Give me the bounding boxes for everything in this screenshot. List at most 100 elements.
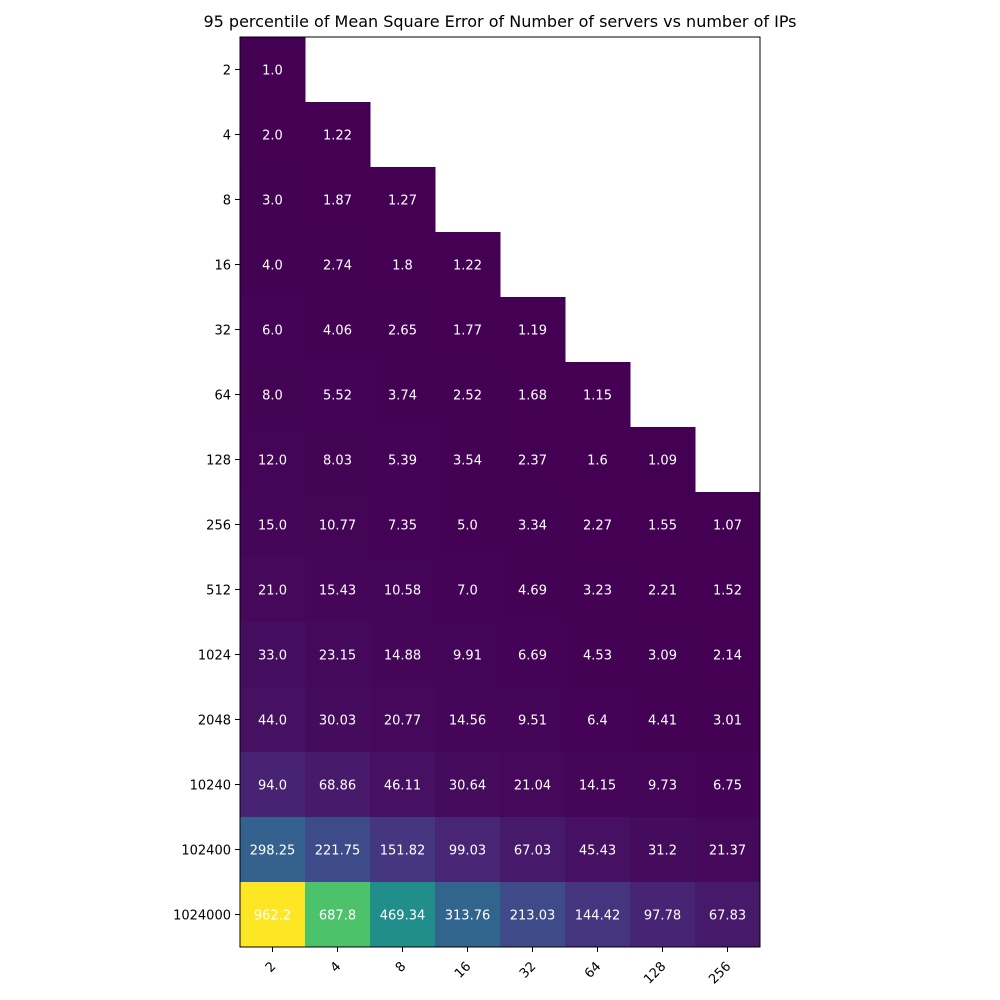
heatmap-cell [305, 882, 371, 948]
heatmap-cell [370, 557, 436, 623]
heatmap-cell [695, 492, 761, 558]
heatmap-cell [435, 232, 501, 298]
heatmap-cell [435, 752, 501, 818]
cell-value-label: 1.15 [583, 389, 612, 404]
chart-title: 95 percentile of Mean Square Error of Nu… [203, 12, 797, 31]
cell-value-label: 2.74 [323, 259, 352, 274]
cell-value-label: 33.0 [258, 649, 287, 664]
cell-value-label: 7.0 [457, 584, 478, 599]
cell-value-label: 5.52 [323, 389, 352, 404]
cell-value-label: 4.69 [518, 584, 547, 599]
heatmap-cell [240, 427, 306, 493]
heatmap-cell [305, 362, 371, 428]
heatmap-cell [435, 492, 501, 558]
cells-layer [240, 37, 761, 948]
y-tick-label: 10240 [190, 779, 231, 794]
cell-value-label: 1.52 [713, 584, 742, 599]
heatmap-cell [305, 232, 371, 298]
heatmap-cell [500, 492, 566, 558]
heatmap-cell [435, 622, 501, 688]
y-tick-label: 2 [223, 64, 231, 79]
cell-value-label: 1.27 [388, 194, 417, 209]
heatmap-cell [565, 882, 631, 948]
heatmap-cell [500, 622, 566, 688]
heatmap-cell [500, 427, 566, 493]
heatmap-cell [370, 362, 436, 428]
cell-value-label: 1.22 [453, 259, 482, 274]
cell-value-label: 8.03 [323, 454, 352, 469]
heatmap-cell [630, 882, 696, 948]
cell-value-label: 4.53 [583, 649, 612, 664]
heatmap-cell [565, 492, 631, 558]
plot-frame [239, 36, 761, 948]
cell-value-label: 2.14 [713, 649, 742, 664]
cell-value-label: 2.21 [648, 584, 677, 599]
cell-value-label: 4.06 [323, 324, 352, 339]
cell-value-label: 67.03 [514, 844, 551, 859]
cell-value-label: 2.0 [262, 129, 283, 144]
cell-value-label: 3.09 [648, 649, 677, 664]
cell-value-label: 6.0 [262, 324, 283, 339]
heatmap-cell [695, 817, 761, 883]
cell-value-label: 9.91 [453, 649, 482, 664]
x-tick-label: 8 [393, 959, 409, 975]
x-tick-label: 16 [452, 959, 474, 981]
heatmap-cell [240, 687, 306, 753]
heatmap-cell [305, 622, 371, 688]
cell-value-label: 30.64 [449, 779, 486, 794]
heatmap-cell [630, 492, 696, 558]
cell-value-label: 94.0 [258, 779, 287, 794]
heatmap-cell [630, 557, 696, 623]
heatmap-cell [630, 622, 696, 688]
cell-value-label: 2.37 [518, 454, 547, 469]
heatmap-cell [370, 297, 436, 363]
cell-value-label: 21.37 [709, 844, 746, 859]
heatmap-cell [370, 622, 436, 688]
cell-value-label: 10.58 [384, 584, 421, 599]
heatmap-cell [500, 817, 566, 883]
cell-value-label: 1.19 [518, 324, 547, 339]
heatmap-cell [695, 557, 761, 623]
cell-value-label: 3.54 [453, 454, 482, 469]
cell-value-label: 469.34 [380, 909, 426, 924]
heatmap-cell [630, 687, 696, 753]
heatmap-cell [500, 752, 566, 818]
cell-value-label: 31.2 [648, 844, 677, 859]
heatmap-cell [695, 622, 761, 688]
cell-value-label: 6.75 [713, 779, 742, 794]
cell-value-label: 1.55 [648, 519, 677, 534]
cell-value-label: 4.0 [262, 259, 283, 274]
heatmap-cell [370, 427, 436, 493]
cell-value-label: 3.23 [583, 584, 612, 599]
heatmap-cell [435, 687, 501, 753]
cell-value-label: 46.11 [384, 779, 421, 794]
heatmap-cell [305, 817, 371, 883]
cell-value-label: 67.83 [709, 909, 746, 924]
cell-value-label: 23.15 [319, 649, 356, 664]
heatmap-cell [435, 362, 501, 428]
heatmap-cell [630, 817, 696, 883]
heatmap-cell [305, 492, 371, 558]
cell-value-label: 2.52 [453, 389, 482, 404]
x-tick-label: 64 [582, 959, 604, 981]
heatmap-cell [305, 297, 371, 363]
heatmap-cell [240, 37, 306, 103]
cell-value-label: 7.35 [388, 519, 417, 534]
heatmap-cell [695, 752, 761, 818]
x-tick-label: 4 [328, 959, 344, 975]
heatmap-cell [240, 557, 306, 623]
heatmap-cell [240, 622, 306, 688]
heatmap-cell [565, 752, 631, 818]
cell-value-label: 10.77 [319, 519, 356, 534]
heatmap-cell [240, 362, 306, 428]
cell-value-label: 9.73 [648, 779, 677, 794]
y-tick-label: 2048 [198, 714, 231, 729]
heatmap-cell [240, 492, 306, 558]
y-tick-label: 102400 [181, 844, 231, 859]
heatmap-cell [630, 427, 696, 493]
cell-value-label: 4.41 [648, 714, 677, 729]
y-tick-label: 16 [214, 259, 231, 274]
cell-value-label: 687.8 [319, 909, 356, 924]
heatmap-cell [500, 362, 566, 428]
